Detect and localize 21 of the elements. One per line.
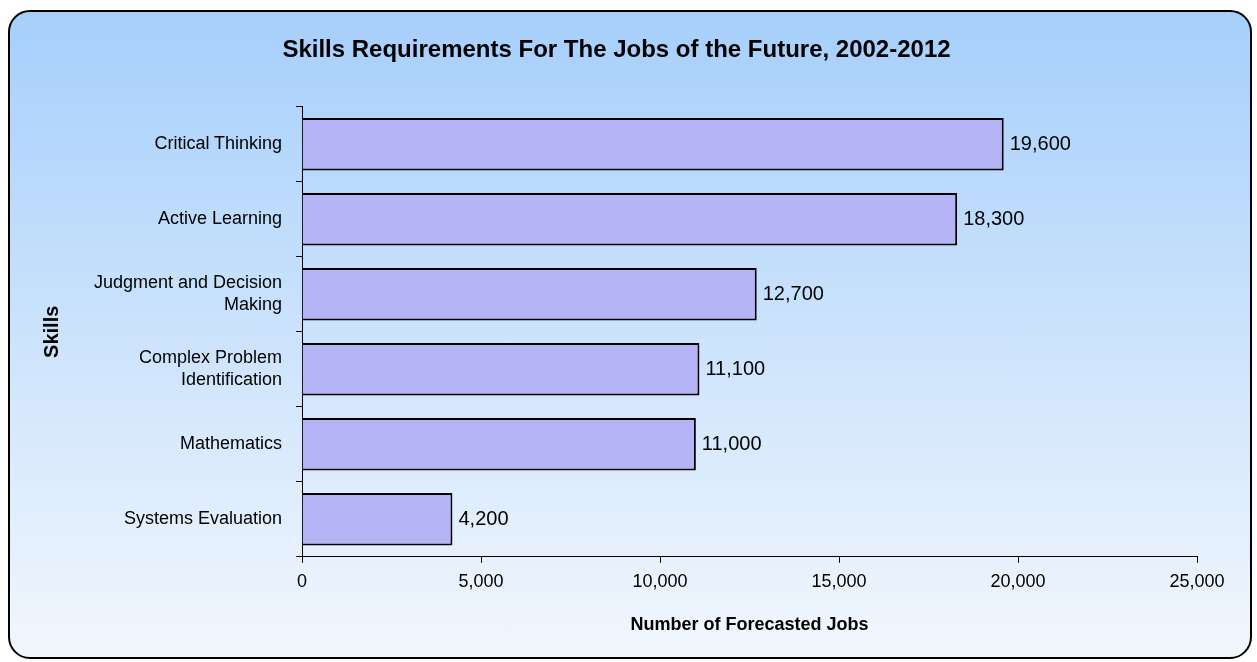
chart-title: Skills Requirements For The Jobs of the Future, 2002-2012	[282, 35, 951, 63]
data-label: 19,600	[1009, 131, 1071, 154]
y-tick-label: Mathematics	[180, 433, 283, 454]
x-axis-title: Number of Forecasted Jobs	[630, 614, 869, 635]
data-label: 11,100	[705, 356, 766, 379]
y-axis-title: Skills	[39, 305, 62, 358]
y-tick-label: Active Learning	[158, 208, 283, 229]
y-tick-label: Systems Evaluation	[124, 508, 283, 529]
x-tick-label: 15,000	[811, 570, 867, 591]
data-label: 18,300	[963, 206, 1025, 229]
y-tick-label: Judgment and Decision Making	[93, 272, 283, 315]
x-tick-label: 0	[297, 570, 308, 591]
x-tick-label: 25,000	[1169, 570, 1225, 591]
x-tick-label: 5,000	[458, 570, 504, 591]
x-tick-label: 20,000	[990, 570, 1046, 591]
data-label: 11,000	[701, 431, 762, 454]
y-tick-label: Complex Problem Identification	[139, 347, 283, 390]
x-tick-label: 10,000	[632, 570, 688, 591]
data-label: 12,700	[762, 281, 824, 304]
data-label: 4,200	[458, 506, 509, 529]
y-tick-label: Critical Thinking	[154, 133, 283, 154]
